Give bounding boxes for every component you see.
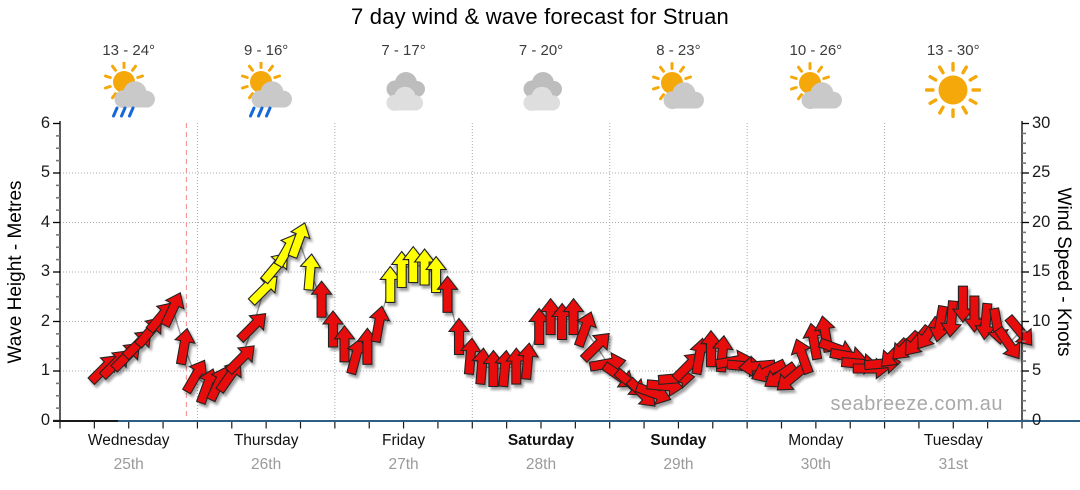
right-axis-tick-label: 30 (1032, 113, 1051, 132)
x-axis-day-date: 25th (113, 456, 144, 473)
wind-arrow (436, 275, 459, 313)
x-axis-day-name: Monday (788, 432, 844, 449)
right-axis-tick-label: 20 (1032, 212, 1051, 231)
cloudy-icon (513, 62, 569, 118)
right-axis-tick-label: 0 (1032, 410, 1042, 429)
x-axis-day-name: Friday (382, 432, 426, 449)
wind-arrow (573, 311, 597, 349)
wind-arrow (447, 317, 471, 355)
wind-arrow (310, 280, 333, 318)
wind-arrow (368, 305, 391, 344)
right-axis-title: Wind Speed - Knots (1053, 187, 1074, 357)
wind-arrow (160, 291, 185, 329)
x-axis-day-date: 29th (663, 456, 694, 473)
wind-arrow (1004, 313, 1033, 346)
x-axis-day-date: 30th (800, 456, 831, 473)
wind-arrow (236, 313, 267, 344)
left-axis-tick-label: 3 (40, 262, 50, 280)
left-axis-tick-label: 0 (40, 410, 50, 429)
x-axis-day-name: Wednesday (87, 432, 170, 449)
left-axis-tick-label: 4 (40, 212, 50, 231)
wind-arrow (579, 332, 610, 363)
x-axis-day-date: 26th (251, 456, 282, 473)
sun-cloud-icon (788, 62, 844, 118)
left-axis-tick-label: 1 (40, 361, 50, 379)
day-temp-range: 10 - 26° (789, 42, 843, 59)
cloudy-icon (376, 62, 432, 118)
sun-cloud-icon (650, 62, 706, 118)
left-axis-title: Wave Height - Metres (5, 180, 26, 364)
right-axis-tick-label: 15 (1032, 262, 1051, 280)
watermark: seabreeze.com.au (830, 393, 1003, 415)
sunny-icon (925, 61, 982, 119)
wind-arrow (790, 338, 814, 376)
sun-cloud-rain-icon (101, 61, 157, 118)
right-axis-tick-label: 10 (1032, 311, 1051, 330)
day-temp-range: 13 - 30° (926, 42, 980, 59)
x-axis-day-date: 28th (525, 456, 557, 473)
x-axis-day-name: Saturday (507, 432, 575, 449)
x-axis-day-name: Tuesday (923, 432, 983, 449)
day-temp-range: 7 - 20° (518, 42, 564, 59)
left-axis-tick-label: 5 (40, 163, 50, 181)
left-axis-tick-label: 6 (40, 113, 50, 132)
right-axis-tick-label: 5 (1032, 361, 1042, 379)
day-temp-range: 13 - 24° (102, 42, 156, 59)
sun-cloud-rain-icon (238, 61, 294, 118)
right-axis-tick-label: 25 (1032, 163, 1051, 181)
wind-arrow (299, 253, 322, 291)
day-temp-range: 9 - 16° (243, 42, 289, 59)
x-axis-day-name: Thursday (233, 432, 299, 449)
wind-arrow (517, 342, 540, 381)
wind-arrow (224, 345, 255, 376)
wind-arrow (562, 297, 585, 336)
day-temp-range: 7 - 17° (381, 42, 426, 59)
wind-arrow (424, 255, 448, 294)
x-axis-day-name: Sunday (650, 432, 707, 449)
wind-arrow (173, 327, 196, 366)
x-axis-day-date: 31st (938, 456, 968, 473)
left-axis-tick-label: 2 (40, 311, 50, 330)
wind-arrow (287, 222, 311, 259)
day-temp-range: 8 - 23° (656, 42, 701, 59)
x-axis-day-date: 27th (388, 456, 419, 473)
wind-arrow (333, 324, 356, 363)
wind-arrow (247, 275, 278, 306)
wind-arrow-series (87, 222, 1033, 407)
page-title: 7 day wind & wave forecast for Struan (351, 4, 729, 29)
wind-arrow (321, 309, 345, 348)
